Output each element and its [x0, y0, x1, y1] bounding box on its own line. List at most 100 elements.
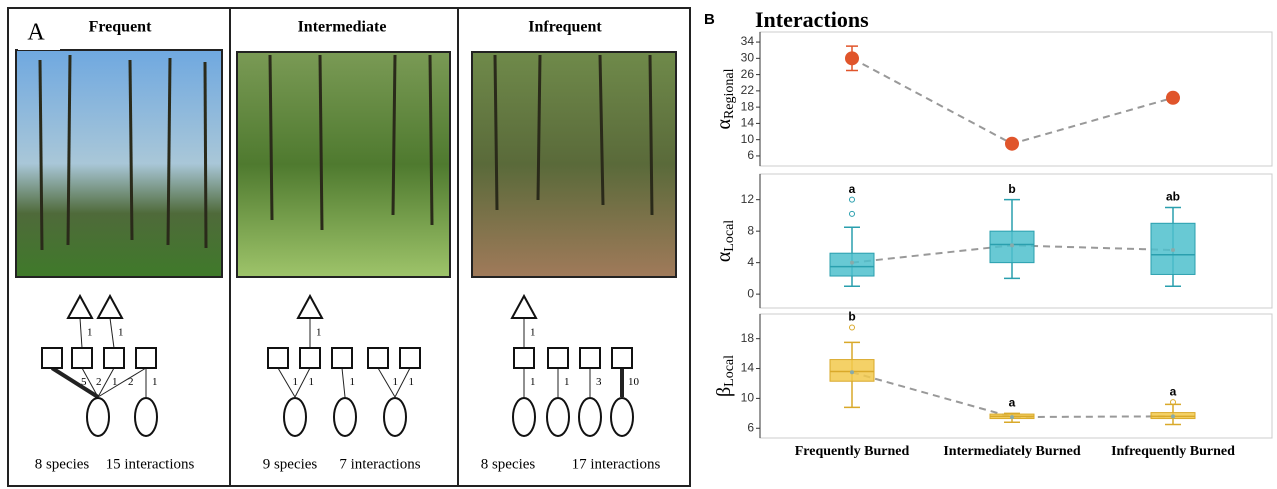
y-tick-label: 14: [741, 361, 755, 375]
point: [845, 51, 859, 65]
flower-node: [400, 348, 420, 368]
column-title: Frequent: [89, 19, 152, 36]
edge-label: 1: [118, 327, 124, 339]
edge-label: 2: [96, 376, 102, 388]
plant-node: [384, 398, 406, 436]
edge: [110, 318, 114, 348]
flower-node: [368, 348, 388, 368]
x-tick-label: Intermediately Burned: [943, 444, 1080, 459]
animal-node: [98, 296, 122, 318]
photo: [472, 52, 676, 277]
significance-letter: a: [1170, 384, 1177, 398]
y-tick-label: 10: [741, 391, 755, 405]
mean-marker: [850, 370, 854, 374]
panel-title: Interactions: [755, 7, 869, 32]
y-tick-label: 18: [741, 331, 755, 345]
x-tick-label: Frequently Burned: [795, 444, 910, 459]
mean-marker: [850, 261, 854, 265]
flower-node: [580, 348, 600, 368]
outlier: [850, 325, 855, 330]
flower-node: [548, 348, 568, 368]
edge-label: 1: [530, 376, 536, 388]
flower-node: [514, 348, 534, 368]
y-axis-label: βLocal: [713, 355, 738, 397]
point: [1166, 91, 1180, 105]
y-tick-label: 22: [741, 83, 755, 97]
y-label-sub: Local: [722, 355, 737, 387]
edge-label: 1: [309, 376, 315, 388]
y-tick-label: 18: [741, 99, 755, 113]
flower-node: [332, 348, 352, 368]
plant-node: [334, 398, 356, 436]
y-tick-label: 30: [741, 51, 755, 65]
edge-label: 1: [316, 327, 322, 339]
column-title: Intermediate: [298, 19, 387, 36]
outlier: [850, 211, 855, 216]
flower-node: [612, 348, 632, 368]
y-tick-label: 14: [741, 116, 755, 130]
edge-label: 1: [350, 376, 356, 388]
plant-node: [135, 398, 157, 436]
edge-label: 10: [628, 376, 640, 388]
photo: [16, 50, 222, 277]
x-tick-label: Infrequently Burned: [1111, 444, 1235, 459]
flower-node: [72, 348, 92, 368]
y-tick-label: 10: [741, 132, 755, 146]
animal-node: [512, 296, 536, 318]
edge: [80, 318, 82, 348]
animal-node: [298, 296, 322, 318]
flower-node: [268, 348, 288, 368]
y-label-sub: Local: [722, 220, 737, 252]
significance-letter: b: [848, 310, 855, 324]
panel-label: A: [27, 20, 45, 46]
interaction-count: 17 interactions: [572, 456, 661, 472]
flower-node: [300, 348, 320, 368]
edge-label: 2: [128, 376, 134, 388]
y-label-symbol: β: [713, 387, 735, 397]
edge-label: 1: [530, 327, 536, 339]
y-tick-label: 26: [741, 67, 755, 81]
interaction-count: 15 interactions: [106, 456, 195, 472]
mean-marker: [1010, 243, 1014, 247]
plant-node: [611, 398, 633, 436]
point: [1005, 137, 1019, 151]
plant-node: [513, 398, 535, 436]
mean-marker: [1171, 414, 1175, 418]
panel-label: B: [704, 11, 715, 28]
edge-label: 5: [81, 376, 87, 388]
mean-marker: [1010, 415, 1014, 419]
flower-node: [42, 348, 62, 368]
flower-node: [104, 348, 124, 368]
plant-node: [547, 398, 569, 436]
species-count: 9 species: [263, 456, 318, 472]
y-axis-label: αRegional: [713, 68, 738, 129]
plant-node: [284, 398, 306, 436]
y-tick-label: 4: [747, 255, 754, 269]
y-axis-label: αLocal: [713, 220, 738, 262]
significance-letter: a: [1009, 396, 1016, 410]
y-label-symbol: α: [713, 119, 735, 130]
significance-letter: b: [1008, 182, 1015, 196]
trend-line: [852, 58, 1173, 143]
y-tick-label: 6: [747, 148, 754, 162]
edge-label: 1: [152, 376, 158, 388]
figure: A Frequent Intermediate Infrequent 8 spe…: [0, 0, 1277, 489]
y-label-symbol: α: [713, 251, 735, 262]
plant-node: [579, 398, 601, 436]
column-title: Infrequent: [528, 19, 602, 36]
edge-label: 1: [409, 376, 415, 388]
edge-label: 3: [596, 376, 602, 388]
outlier: [850, 197, 855, 202]
y-label-sub: Regional: [722, 68, 737, 119]
mean-marker: [1171, 248, 1175, 252]
edge-label: 1: [564, 376, 570, 388]
edge: [52, 368, 98, 397]
species-count: 8 species: [35, 456, 90, 472]
y-tick-label: 6: [747, 420, 754, 434]
edge-label: 1: [393, 376, 399, 388]
edge: [342, 368, 345, 397]
significance-letter: a: [849, 182, 856, 196]
significance-letter: ab: [1166, 190, 1180, 204]
